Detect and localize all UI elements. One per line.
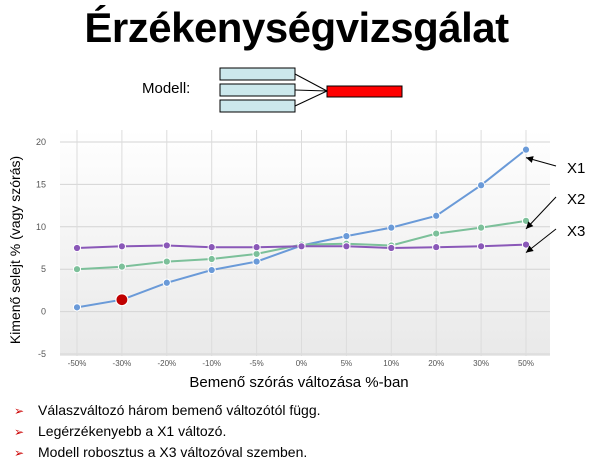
data-point-x2 [521,216,531,225]
data-point-x1 [207,265,216,275]
x-tick-label: 50% [518,359,534,368]
series-label-x3: X3 [567,223,585,240]
highlighted-data-point [115,293,129,307]
data-point-x1 [432,211,441,220]
x-tick-label: -20% [157,359,176,368]
data-point-x2 [72,265,82,274]
data-point-x2 [432,229,441,238]
x-tick-label: -50% [68,359,87,368]
model-connector-2 [294,89,328,92]
annotation-arrow [525,196,557,230]
x-tick-label: 5% [341,359,353,368]
y-axis-label: Kimenő selejt % (vagy szórás) [7,155,23,345]
series-label-x2: X2 [567,191,585,208]
data-point-x2 [207,254,216,264]
x-tick-label: -30% [113,359,132,368]
data-point-x3 [207,243,216,252]
data-point-x1 [72,303,82,312]
bullet-item: ➢ Legérzékenyebb a X1 változó. [14,422,321,443]
x-tick-label: 10% [383,359,399,368]
data-point-x3 [477,242,486,251]
data-point-x3 [297,242,306,251]
data-point-x2 [162,257,171,266]
data-point-x1 [252,257,261,266]
model-label: Modell: [142,80,191,97]
data-point-x3 [162,241,171,250]
arrow-bullet-icon: ➢ [14,404,25,418]
page-title: Érzékenységvizsgálat [84,4,509,51]
model-diagram [219,67,403,113]
data-point-x3 [387,243,396,253]
x-axis-ticks: -50% -30% -20% -10% -5% 0% 5% 10% 20% 30% 50% [68,359,534,368]
x-tick-label: -10% [202,359,221,368]
y-tick-label: -5 [38,349,46,359]
y-tick-label: 5 [41,264,46,274]
y-tick-label: 15 [36,179,46,189]
y-tick-label: 0 [41,307,46,317]
data-point-x1 [342,232,351,241]
x-tick-label: -5% [249,359,263,368]
arrow-bullet-icon: ➢ [14,446,25,460]
x-tick-label: 0% [296,359,308,368]
data-point-x3 [521,240,531,249]
data-point-x1 [387,223,396,232]
bullet-text: Modell robosztus a X3 változóval szemben… [38,444,308,460]
data-point-x2 [117,262,127,271]
data-point-x3 [72,243,82,253]
arrow-bullet-icon: ➢ [14,425,25,439]
data-point-x3 [252,243,261,252]
y-tick-label: 20 [36,137,46,147]
x-axis-label: Bemenő szórás változása %-ban [189,374,409,391]
bullet-list: ➢ Válaszváltozó három bemenő változótól f… [14,401,321,464]
sensitivity-chart: -5 0 5 10 15 20 -50% -30% -20% -10% -5% 0% 5% 10% 20%… [36,130,585,368]
series-annotations: X1 X2 X3 [525,156,585,254]
bullet-text: Legérzékenyebb a X1 változó. [38,423,227,439]
model-connector-1 [294,73,328,92]
x-tick-label: 20% [428,359,444,368]
bullet-text: Válaszváltozó három bemenő változótól fü… [38,402,321,418]
data-point-x1 [477,181,486,190]
data-point-x1 [162,278,171,287]
data-point-x3 [117,242,127,251]
data-point-x2 [252,249,261,259]
x-tick-label: 30% [473,359,489,368]
annotation-arrowhead-icon [526,245,534,253]
model-connector-3 [294,90,328,107]
annotation-arrowhead-icon [526,221,534,229]
bullet-item: ➢ Válaszváltozó három bemenő változótól f… [14,401,321,422]
data-point-x3 [342,242,351,251]
annotation-arrowhead-icon [526,156,534,163]
series-label-x1: X1 [567,160,585,177]
series-points [72,145,531,312]
data-point-x1 [521,145,531,154]
y-tick-label: 10 [36,222,46,232]
model-output-box [326,85,403,98]
data-point-x2 [477,223,486,232]
data-point-x3 [432,243,441,252]
y-axis-ticks: -5 0 5 10 15 20 [36,137,46,359]
bullet-item: ➢ Modell robosztus a X3 változóval szembe… [14,443,321,464]
